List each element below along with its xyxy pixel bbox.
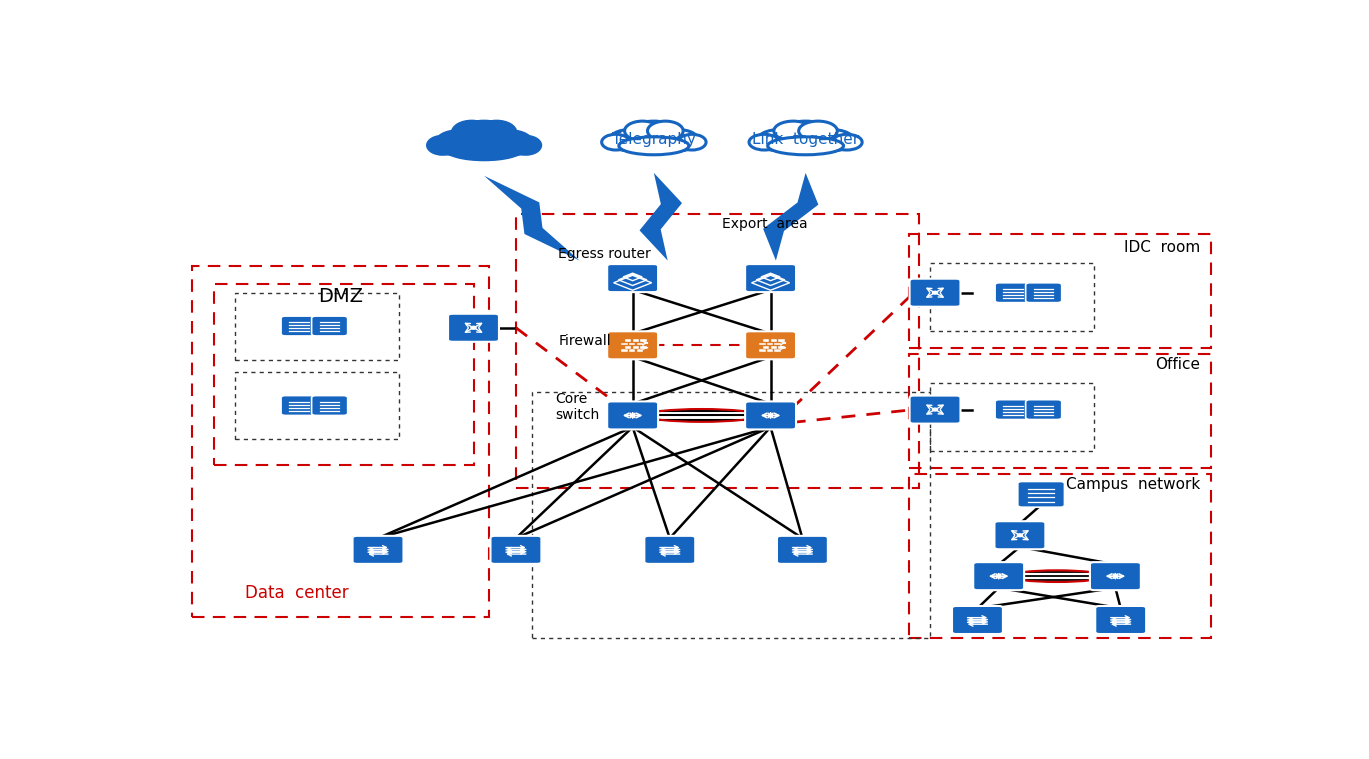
FancyBboxPatch shape bbox=[1025, 283, 1062, 303]
FancyBboxPatch shape bbox=[622, 349, 627, 351]
FancyBboxPatch shape bbox=[771, 346, 778, 348]
Circle shape bbox=[932, 291, 938, 294]
FancyBboxPatch shape bbox=[994, 521, 1046, 550]
Text: IDC  room: IDC room bbox=[1124, 240, 1201, 255]
Ellipse shape bbox=[809, 130, 854, 151]
FancyBboxPatch shape bbox=[312, 316, 348, 336]
Ellipse shape bbox=[657, 130, 698, 151]
Circle shape bbox=[471, 326, 476, 329]
FancyBboxPatch shape bbox=[745, 331, 795, 359]
Ellipse shape bbox=[798, 121, 838, 140]
Ellipse shape bbox=[446, 139, 522, 159]
Text: DMZ: DMZ bbox=[319, 287, 363, 306]
FancyBboxPatch shape bbox=[632, 339, 639, 342]
Ellipse shape bbox=[648, 121, 683, 140]
Text: Link  together: Link together bbox=[752, 132, 860, 146]
Ellipse shape bbox=[453, 121, 515, 156]
FancyBboxPatch shape bbox=[353, 536, 404, 564]
Text: Telegraphy: Telegraphy bbox=[612, 132, 695, 146]
FancyBboxPatch shape bbox=[745, 264, 795, 292]
FancyBboxPatch shape bbox=[624, 346, 631, 348]
Ellipse shape bbox=[624, 121, 660, 140]
FancyBboxPatch shape bbox=[448, 313, 498, 342]
Ellipse shape bbox=[511, 137, 541, 154]
FancyBboxPatch shape bbox=[632, 346, 639, 348]
FancyBboxPatch shape bbox=[779, 339, 784, 342]
FancyBboxPatch shape bbox=[771, 339, 778, 342]
FancyBboxPatch shape bbox=[628, 342, 635, 345]
FancyBboxPatch shape bbox=[973, 562, 1024, 591]
Ellipse shape bbox=[626, 121, 683, 152]
FancyBboxPatch shape bbox=[775, 342, 782, 345]
FancyBboxPatch shape bbox=[767, 342, 773, 345]
Ellipse shape bbox=[609, 130, 650, 151]
Ellipse shape bbox=[452, 121, 491, 143]
FancyBboxPatch shape bbox=[281, 316, 318, 336]
FancyBboxPatch shape bbox=[645, 536, 695, 564]
FancyBboxPatch shape bbox=[312, 395, 348, 415]
Ellipse shape bbox=[427, 137, 457, 154]
FancyBboxPatch shape bbox=[745, 402, 795, 430]
Ellipse shape bbox=[489, 131, 533, 156]
Ellipse shape bbox=[832, 134, 862, 150]
FancyBboxPatch shape bbox=[628, 349, 635, 351]
Ellipse shape bbox=[478, 121, 516, 143]
Polygon shape bbox=[763, 173, 819, 260]
FancyBboxPatch shape bbox=[608, 331, 658, 359]
Text: Core
switch: Core switch bbox=[556, 392, 600, 422]
FancyBboxPatch shape bbox=[767, 349, 773, 351]
FancyBboxPatch shape bbox=[763, 346, 769, 348]
Ellipse shape bbox=[678, 134, 706, 150]
FancyBboxPatch shape bbox=[622, 342, 627, 345]
Text: Office: Office bbox=[1155, 357, 1201, 372]
Text: Firewall: Firewall bbox=[559, 334, 611, 348]
FancyBboxPatch shape bbox=[779, 346, 784, 348]
Polygon shape bbox=[485, 176, 579, 260]
FancyBboxPatch shape bbox=[1017, 481, 1065, 507]
FancyBboxPatch shape bbox=[608, 264, 658, 292]
FancyBboxPatch shape bbox=[909, 395, 961, 424]
FancyBboxPatch shape bbox=[641, 346, 648, 348]
FancyBboxPatch shape bbox=[758, 349, 765, 351]
FancyBboxPatch shape bbox=[1090, 562, 1140, 591]
Ellipse shape bbox=[619, 137, 689, 155]
Text: Export  area: Export area bbox=[721, 217, 808, 231]
FancyBboxPatch shape bbox=[637, 349, 643, 351]
Circle shape bbox=[932, 408, 938, 411]
FancyBboxPatch shape bbox=[775, 349, 782, 351]
Ellipse shape bbox=[775, 121, 836, 152]
Ellipse shape bbox=[601, 134, 630, 150]
Ellipse shape bbox=[749, 134, 779, 150]
FancyBboxPatch shape bbox=[951, 606, 1003, 634]
FancyBboxPatch shape bbox=[909, 279, 961, 307]
Text: Data  center: Data center bbox=[245, 584, 349, 603]
Ellipse shape bbox=[773, 121, 812, 140]
FancyBboxPatch shape bbox=[641, 339, 648, 342]
FancyBboxPatch shape bbox=[1025, 400, 1062, 420]
FancyBboxPatch shape bbox=[778, 536, 828, 564]
Circle shape bbox=[1017, 534, 1023, 537]
FancyBboxPatch shape bbox=[1095, 606, 1146, 634]
Ellipse shape bbox=[768, 137, 843, 155]
Text: Internet: Internet bbox=[449, 134, 519, 150]
FancyBboxPatch shape bbox=[758, 342, 765, 345]
FancyBboxPatch shape bbox=[637, 342, 643, 345]
FancyBboxPatch shape bbox=[281, 395, 318, 415]
Ellipse shape bbox=[435, 131, 481, 156]
Polygon shape bbox=[639, 173, 682, 260]
FancyBboxPatch shape bbox=[763, 339, 769, 342]
FancyBboxPatch shape bbox=[995, 400, 1031, 420]
FancyBboxPatch shape bbox=[995, 283, 1031, 303]
FancyBboxPatch shape bbox=[624, 339, 631, 342]
FancyBboxPatch shape bbox=[490, 536, 541, 564]
Text: Egress router: Egress router bbox=[559, 247, 652, 260]
Ellipse shape bbox=[757, 130, 801, 151]
Text: Campus  network: Campus network bbox=[1066, 477, 1201, 492]
FancyBboxPatch shape bbox=[608, 402, 658, 430]
